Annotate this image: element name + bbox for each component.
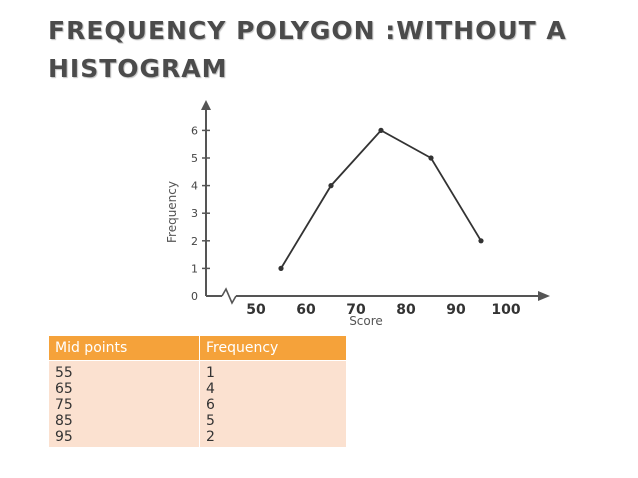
series-line [280, 129, 482, 269]
frequency-table: Mid points Frequency 55 65 75 85 95 1 4 … [48, 335, 347, 448]
data-point [478, 238, 484, 244]
y-axis-arrow [201, 100, 211, 110]
chart-axes [201, 100, 550, 305]
x-axis-break [221, 287, 237, 305]
x-axis-arrow [538, 291, 550, 301]
mid-points-cell: 55 65 75 85 95 [48, 360, 200, 448]
y-tick-label: 2 [191, 235, 198, 248]
frequency-cell: 1 4 6 5 2 [199, 360, 347, 448]
slide-title: Frequency polygon :without a histogram [48, 16, 567, 83]
header-frequency: Frequency [199, 335, 347, 361]
frequency-value: 5 [206, 413, 215, 429]
mid-point-value: 95 [55, 429, 73, 445]
mid-point-value: 75 [55, 397, 73, 413]
x-tick-label: 80 [396, 302, 416, 318]
x-tick-label: 70 [346, 302, 366, 318]
y-tick-label: 1 [191, 262, 198, 275]
frequency-value: 1 [206, 365, 215, 381]
data-point [378, 127, 384, 133]
x-tick-label: 60 [296, 302, 316, 318]
frequency-value: 6 [206, 397, 215, 413]
x-tick-label: 50 [246, 302, 266, 318]
x-tick-label: 90 [446, 302, 466, 318]
y-tick-label: 0 [191, 290, 198, 303]
mid-point-value: 65 [55, 381, 73, 397]
frequency-value: 4 [206, 381, 215, 397]
frequency-value: 2 [206, 429, 215, 445]
y-tick-label: 3 [191, 207, 198, 220]
x-tick-label: 100 [491, 302, 520, 318]
data-point [428, 155, 434, 161]
table-row: 55 65 75 85 95 1 4 6 5 2 [48, 360, 347, 448]
y-axis-label: Frequency [165, 181, 179, 243]
x-axis-label: Score [349, 314, 383, 328]
chart-series [278, 127, 484, 271]
header-mid-points: Mid points [48, 335, 200, 361]
y-tick-label: 6 [191, 124, 198, 137]
data-point [328, 183, 334, 189]
mid-point-value: 55 [55, 365, 73, 381]
chart-ticks: 0 1 2 3 4 5 6 50 60 70 80 90 100 [191, 124, 521, 318]
y-tick-label: 5 [191, 152, 198, 165]
table-header-row: Mid points Frequency [48, 335, 347, 361]
data-point [278, 265, 284, 271]
mid-point-value: 85 [55, 413, 73, 429]
y-tick-label: 4 [191, 180, 198, 193]
